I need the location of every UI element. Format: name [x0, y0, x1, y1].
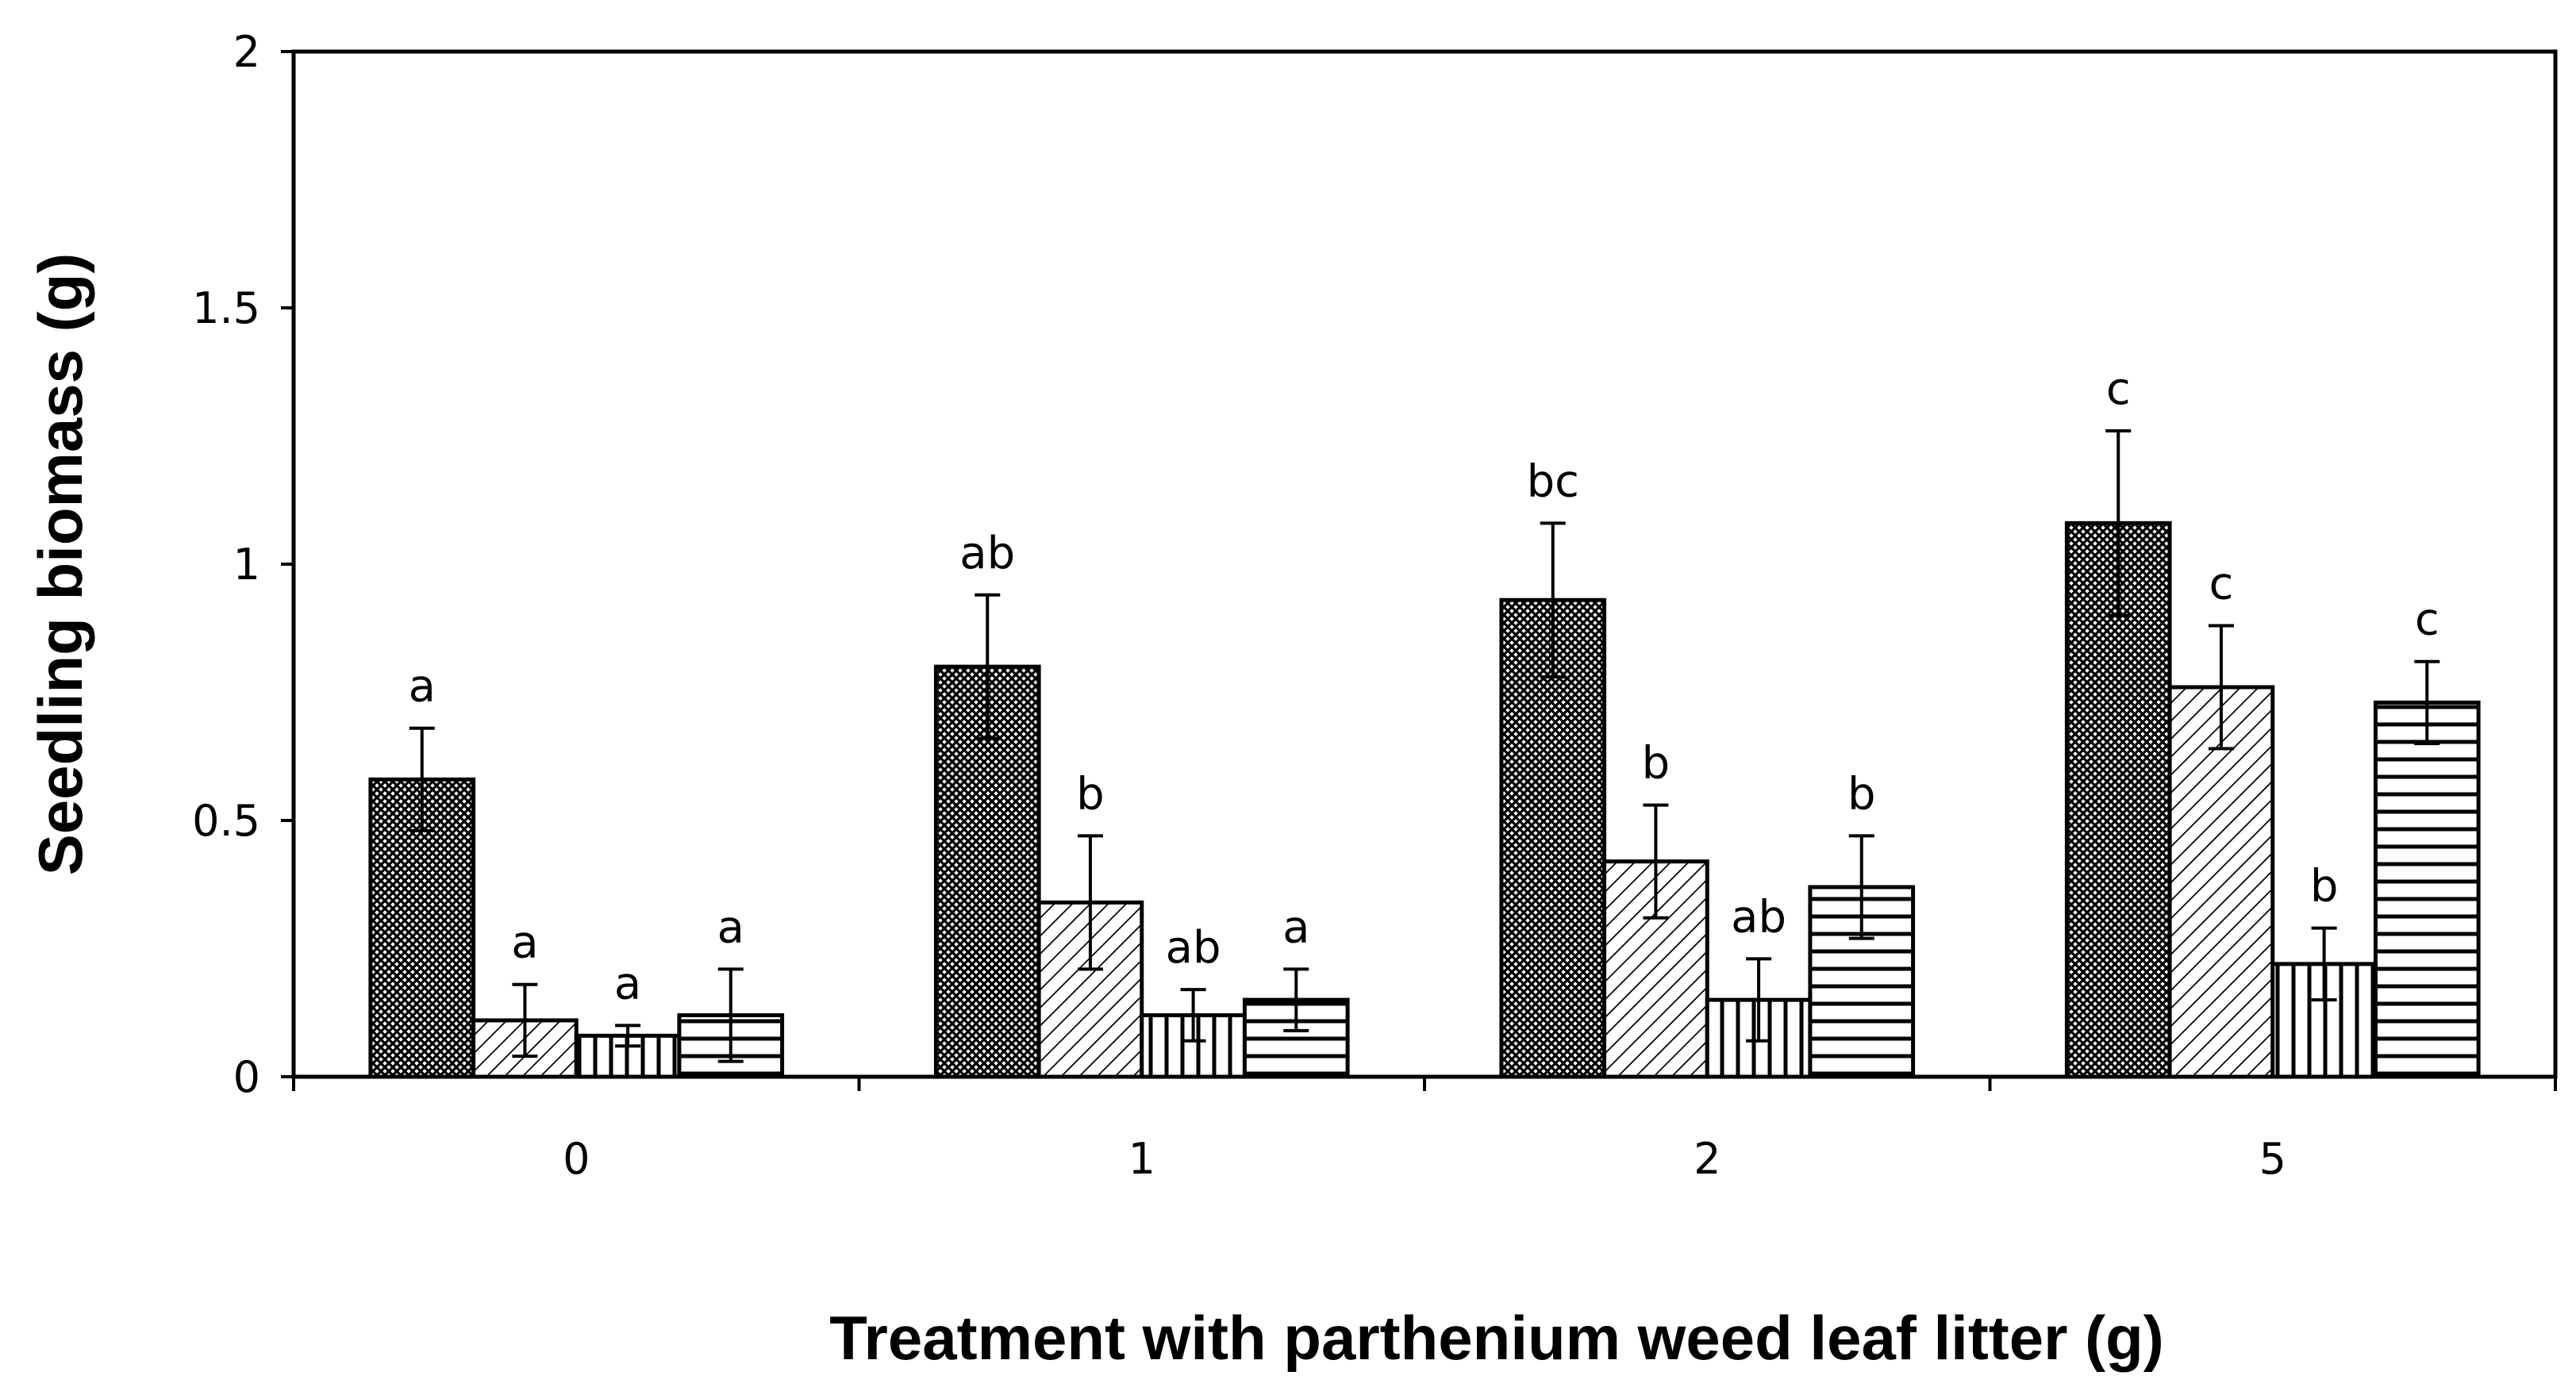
x-axis-title: Treatment with parthenium weed leaf litt…	[829, 1303, 2164, 1373]
significance-label: bc	[1527, 455, 1579, 507]
significance-label: a	[511, 917, 538, 969]
significance-label: ab	[1166, 922, 1221, 974]
significance-label: a	[1282, 901, 1309, 953]
y-axis-ticks: 0 0.5 1 1.5 2	[192, 27, 294, 1102]
significance-label: c	[2209, 559, 2234, 610]
x-tick-label: 0	[563, 1134, 590, 1184]
significance-label: b	[2310, 861, 2339, 912]
x-axis-ticks: 0 1 2 5	[292, 1077, 2557, 1184]
x-tick-label: 1	[1128, 1134, 1155, 1184]
significance-label: a	[409, 661, 436, 713]
significance-label: ab	[1731, 891, 1786, 943]
y-tick-label: 2	[233, 27, 260, 77]
x-tick-label: 5	[2259, 1134, 2286, 1184]
y-tick-label: 0.5	[192, 796, 260, 846]
error-bars	[409, 429, 2440, 1063]
y-tick-label: 1	[233, 540, 260, 590]
significance-label: ab	[959, 528, 1015, 579]
y-tick-label: 1.5	[192, 283, 260, 333]
significance-label: b	[1847, 768, 1876, 820]
bar	[2373, 700, 2481, 1079]
y-tick-label: 0	[233, 1052, 260, 1102]
y-axis-title: Seedling biomass (g)	[25, 253, 95, 875]
significance-label: c	[2106, 363, 2131, 415]
x-tick-label: 2	[1694, 1134, 1721, 1184]
bar-series	[368, 521, 2481, 1079]
bar	[1499, 597, 1607, 1079]
significance-label: c	[2415, 594, 2440, 646]
significance-label: a	[717, 901, 744, 953]
significance-label: b	[1076, 768, 1105, 820]
bar	[2167, 685, 2275, 1079]
significance-label: a	[614, 958, 641, 1009]
significance-label: b	[1642, 738, 1671, 790]
